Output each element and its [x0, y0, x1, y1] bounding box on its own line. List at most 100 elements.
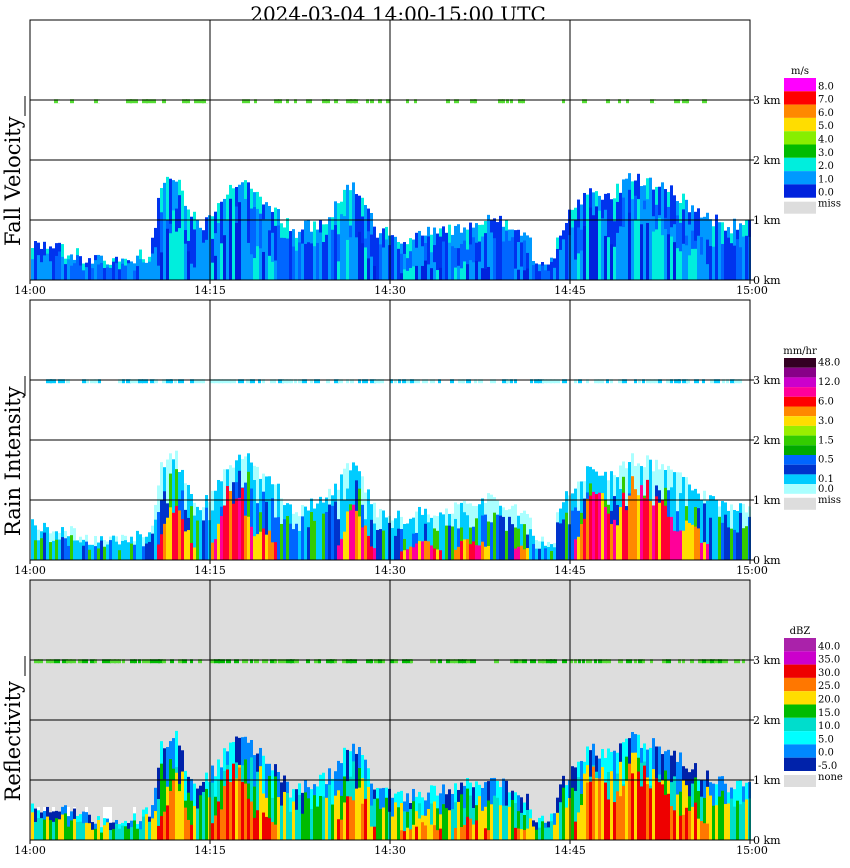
noise-cell: [542, 659, 547, 664]
echo-fill-cell: [487, 236, 490, 280]
echo-core-cell: [706, 823, 709, 840]
echo-fill-cell: [736, 239, 739, 280]
y-tick-label: 2 km: [753, 154, 781, 167]
x-tick-label: 14:15: [194, 284, 226, 297]
echo-core-cell: [415, 265, 418, 280]
echo-fill-cell: [337, 790, 340, 840]
echo-core-cell: [340, 819, 343, 840]
echo-fill-cell: [112, 829, 115, 840]
echo-fill-cell: [562, 239, 565, 280]
noise-cell: [670, 99, 676, 104]
echo-core-cell: [220, 809, 223, 840]
echo-core-cell: [352, 220, 355, 280]
noise-cell: [402, 379, 406, 384]
echo-fill-cell: [202, 242, 205, 280]
noise-cell: [186, 99, 190, 104]
echo-core-cell: [367, 817, 370, 840]
noise-cell: [714, 379, 720, 384]
echo-fill-cell: [490, 522, 493, 560]
echo-fill-cell: [334, 225, 337, 280]
echo-core-cell: [520, 266, 523, 280]
noise-cell: [582, 99, 587, 104]
noise-cell: [82, 659, 88, 664]
echo-core-cell: [406, 827, 409, 840]
echo-fill-cell: [742, 528, 745, 560]
echo-fill-cell: [274, 776, 277, 840]
noise-cell: [714, 659, 719, 664]
echo-core-cell: [628, 495, 631, 560]
noise-cell: [310, 379, 313, 384]
echo-core-cell: [658, 218, 661, 280]
noise-cell: [562, 99, 565, 104]
echo-core-cell: [160, 816, 163, 840]
noise-cell: [278, 659, 282, 664]
noise-cell: [638, 659, 643, 664]
echo-core-cell: [646, 479, 649, 560]
echo-fill-cell: [271, 498, 274, 560]
echo-fill-cell: [82, 545, 85, 560]
echo-fill-cell: [682, 490, 685, 560]
noise-cell: [266, 99, 270, 104]
noise-cell: [58, 379, 62, 384]
echo-fill-cell: [313, 795, 316, 840]
noise-cell: [546, 379, 552, 384]
echo-fill-cell: [286, 238, 289, 280]
echo-core-cell: [691, 248, 694, 280]
echo-fill-cell: [145, 543, 148, 560]
noise-cell: [130, 379, 134, 384]
color-legend: dBZ 40.0 35.0 30.0 25.0 20.0 15.0 10.0 5.0 0.0 -5.…: [784, 626, 843, 787]
echo-core-cell: [526, 268, 529, 280]
echo-core-cell: [412, 824, 415, 840]
echo-fill-cell: [151, 253, 154, 280]
echo-fill-cell: [421, 246, 424, 280]
noise-cell: [550, 99, 555, 104]
echo-fill-cell: [481, 810, 484, 840]
echo-fill-cell: [577, 510, 580, 560]
echo-fill-cell: [331, 229, 334, 280]
echo-core-cell: [406, 270, 409, 280]
echo-fill-cell: [43, 532, 46, 560]
echo-fill-cell: [484, 806, 487, 840]
echo-fill-cell: [34, 821, 37, 840]
echo-fill-cell: [460, 794, 463, 840]
noise-cell: [478, 379, 483, 384]
noise-cell: [674, 99, 680, 104]
echo-fill-cell: [721, 790, 724, 840]
echo-core-cell: [688, 810, 691, 840]
echo-fill-cell: [40, 818, 43, 840]
echo-core-cell: [256, 810, 259, 840]
echo-core-cell: [346, 239, 349, 280]
noise-cell: [98, 379, 101, 384]
echo-core-cell: [469, 260, 472, 280]
legend-label: 30.0: [818, 668, 840, 679]
echo-core-cell: [346, 511, 349, 560]
noise-cell: [694, 99, 697, 104]
noise-cell: [650, 659, 653, 664]
echo-fill-cell: [733, 245, 736, 280]
echo-core-cell: [439, 828, 442, 840]
noise-cell: [558, 99, 561, 104]
noise-cell: [722, 659, 728, 664]
echo-core-cell: [415, 543, 418, 560]
noise-cell: [678, 659, 681, 664]
noise-cell: [626, 659, 632, 664]
echo-core-cell: [436, 830, 439, 840]
noise-cell: [274, 659, 277, 664]
noise-cell: [326, 379, 330, 384]
echo-fill-cell: [517, 811, 520, 840]
noise-cell: [190, 379, 194, 384]
echo-fill-cell: [136, 828, 139, 840]
echo-fill-cell: [397, 528, 400, 560]
echo-core-cell: [580, 805, 583, 840]
echo-fill-cell: [703, 503, 706, 560]
echo-core-cell: [274, 542, 277, 560]
echo-fill-cell: [451, 809, 454, 840]
echo-core-cell: [589, 207, 592, 280]
echo-core-cell: [673, 810, 676, 840]
echo-fill-cell: [139, 829, 142, 840]
noise-cell: [90, 379, 96, 384]
echo-core-cell: [640, 224, 643, 280]
echo-fill-cell: [697, 790, 700, 840]
legend-swatch: [784, 474, 816, 485]
